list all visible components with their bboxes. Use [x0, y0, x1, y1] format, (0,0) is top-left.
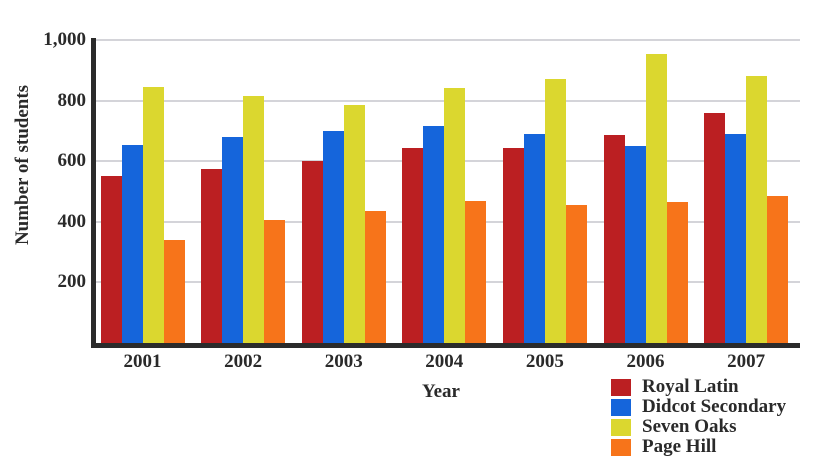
bar-didcot-secondary-2005 — [523, 133, 545, 343]
legend-label-seven-oaks: Seven Oaks — [642, 416, 737, 437]
y-tick-label-800: 800 — [57, 89, 87, 111]
y-axis-line — [91, 38, 96, 348]
x-axis-title: Year — [422, 381, 460, 402]
legend-swatch-page-hill — [611, 438, 631, 456]
bar-didcot-secondary-2006 — [624, 146, 646, 343]
legend-swatch-seven-oaks — [611, 418, 631, 436]
bar-didcot-secondary-2004 — [423, 126, 445, 343]
bar-seven-oaks-2002 — [243, 96, 265, 343]
y-tick-label-600: 600 — [57, 150, 87, 172]
bar-didcot-secondary-2001 — [121, 144, 143, 343]
legend-label-royal-latin: Royal Latin — [642, 376, 739, 397]
x-axis-line — [91, 343, 800, 348]
bar-royal-latin-2002 — [201, 168, 223, 343]
bar-page-hill-2006 — [666, 202, 688, 343]
x-tick-label-2003: 2003 — [324, 351, 363, 372]
legend-label-page-hill: Page Hill — [642, 436, 717, 457]
bar-didcot-secondary-2003 — [322, 130, 344, 343]
y-tick-label-1000: 1,000 — [43, 29, 86, 50]
bar-royal-latin-2004 — [402, 147, 424, 343]
bar-didcot-secondary-2002 — [222, 136, 244, 343]
bar-page-hill-2003 — [364, 211, 386, 343]
bar-royal-latin-2001 — [100, 176, 122, 343]
bar-didcot-secondary-2007 — [725, 133, 747, 343]
legend-item-royal-latin: Royal Latin — [611, 377, 739, 397]
bar-royal-latin-2003 — [301, 161, 323, 343]
legend-item-didcot-secondary: Didcot Secondary — [611, 397, 786, 417]
bar-page-hill-2001 — [163, 239, 185, 343]
x-tick-label-2006: 2006 — [626, 351, 665, 372]
gridline-1000 — [96, 39, 800, 41]
bar-seven-oaks-2006 — [645, 53, 667, 343]
legend-item-page-hill: Page Hill — [611, 437, 716, 457]
x-tick-label-2001: 2001 — [123, 351, 162, 372]
legend-swatch-royal-latin — [611, 378, 631, 396]
bar-royal-latin-2006 — [603, 135, 625, 343]
bar-royal-latin-2005 — [502, 147, 524, 343]
bar-page-hill-2007 — [767, 196, 789, 343]
bar-seven-oaks-2005 — [544, 79, 566, 343]
bar-seven-oaks-2003 — [343, 105, 365, 343]
legend-item-seven-oaks: Seven Oaks — [611, 417, 737, 437]
bar-page-hill-2004 — [465, 200, 487, 343]
legend-label-didcot-secondary: Didcot Secondary — [642, 396, 787, 417]
bar-seven-oaks-2004 — [444, 88, 466, 343]
x-tick-label-2007: 2007 — [727, 351, 766, 372]
bar-seven-oaks-2001 — [142, 86, 164, 343]
bar-page-hill-2005 — [565, 205, 587, 343]
x-tick-label-2005: 2005 — [525, 351, 564, 372]
y-axis-title: Number of students — [12, 84, 33, 246]
bar-page-hill-2002 — [264, 220, 286, 343]
bar-royal-latin-2007 — [704, 112, 726, 343]
x-tick-label-2004: 2004 — [425, 351, 464, 372]
x-tick-label-2002: 2002 — [224, 351, 263, 372]
legend-swatch-didcot-secondary — [611, 398, 631, 416]
y-tick-label-400: 400 — [57, 210, 87, 232]
y-tick-label-200: 200 — [57, 271, 87, 293]
bar-seven-oaks-2007 — [746, 76, 768, 343]
